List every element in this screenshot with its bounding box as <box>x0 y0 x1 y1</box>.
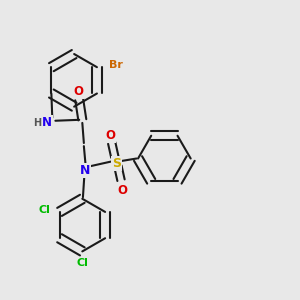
Text: O: O <box>73 85 83 98</box>
Text: N: N <box>80 164 90 177</box>
Text: H: H <box>33 118 41 128</box>
Text: N: N <box>42 116 52 129</box>
Text: Cl: Cl <box>38 205 50 215</box>
Text: O: O <box>118 184 128 197</box>
Text: O: O <box>105 129 115 142</box>
Text: Br: Br <box>109 60 123 70</box>
Text: Cl: Cl <box>76 258 88 268</box>
Text: S: S <box>112 157 121 169</box>
